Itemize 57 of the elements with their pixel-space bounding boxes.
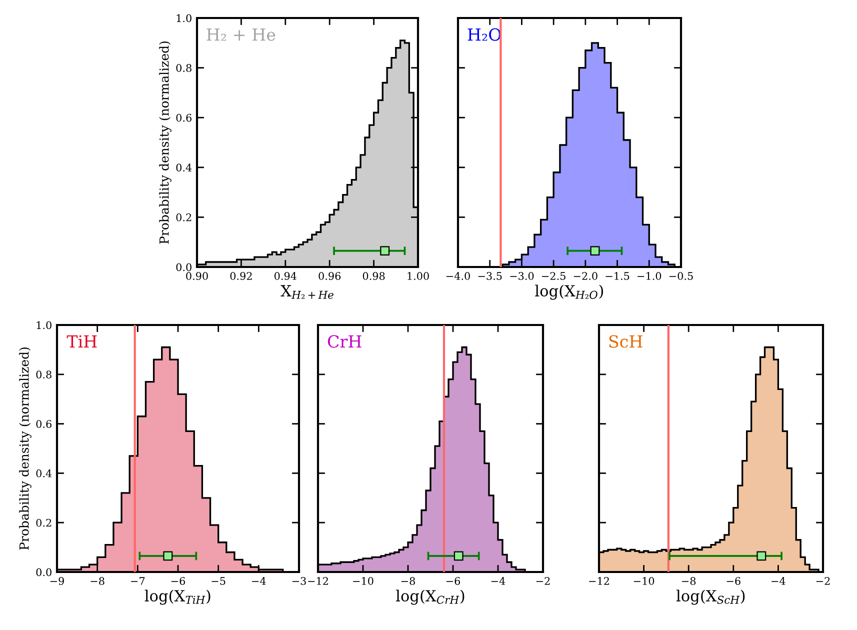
annotation: TiH [66,335,97,348]
x-axis-title: log(X$_{TiH}$) [144,590,210,605]
x-tick-label: −7 [131,577,145,585]
x-tick-label: 1.00 [408,272,429,280]
x-tick-label: −3 [292,577,306,585]
x-tick-label: −10 [634,577,654,585]
x-axis-title: log(X$_{ScH}$) [676,590,745,605]
x-tick-label: −4 [491,577,506,585]
x-tick-label: 0.94 [274,272,296,280]
y-tick-label: 0.2 [36,518,52,527]
x-tick-label: −10 [353,577,374,585]
y-tick-label: 0.8 [176,64,192,72]
x-tick-label: −12 [589,577,609,585]
x-tick-label: −12 [308,577,328,585]
annotation: H₂O [468,28,501,41]
y-tick-label: 1.0 [36,321,52,330]
x-tick-label: −2.0 [574,272,598,280]
x-tick-label: −6 [171,577,186,585]
y-tick-label: 0.4 [176,164,192,172]
x-tick-label: −5 [212,577,226,585]
annotation: H₂ + He [206,28,276,41]
x-tick-label: −3.5 [478,272,502,280]
annotation: ScH [609,335,642,348]
y-tick-label: 0.4 [36,469,52,478]
x-tick-label: 0.98 [362,272,385,280]
y-tick-label: 0.8 [36,370,52,379]
y-tick-label: 0.2 [176,213,192,222]
y-tick-label: 1.0 [176,14,192,22]
x-axis-title: X$_{H₂+He}$ [280,285,334,299]
y-axis-title: Probability density (normalized) [19,348,32,550]
x-tick-label: −8 [682,577,696,585]
y-axis-title: Probability density (normalized) [159,42,172,244]
x-tick-label: −8 [401,577,415,585]
x-tick-label: −2 [816,577,830,585]
x-tick-label: −3.0 [510,272,534,280]
x-tick-label: 0.90 [186,272,208,280]
y-tick-label: 0.6 [176,114,192,122]
x-tick-label: −0.5 [669,272,693,280]
x-tick-label: −4 [772,577,786,585]
x-tick-label: −6 [726,577,740,585]
x-tick-label: −8 [90,577,104,585]
x-tick-label: 0.92 [230,272,252,280]
x-axis-title: log(X$_{H₂O}$) [535,284,604,300]
x-tick-label: −4.0 [446,272,470,280]
x-tick-label: −1.0 [638,272,662,280]
x-tick-label: −1.5 [606,272,630,280]
x-tick-label: −6 [446,577,460,585]
y-tick-label: 0.0 [176,263,192,272]
annotation: CrH [328,335,362,348]
x-tick-label: 0.96 [318,272,341,280]
x-axis-title: log(X$_{CrH}$) [396,590,464,605]
x-tick-label: −9 [50,577,64,585]
x-tick-label: −2 [536,577,550,585]
y-tick-label: 0.0 [36,568,52,576]
x-tick-label: −4 [252,577,266,585]
y-tick-label: 0.6 [36,420,52,428]
x-tick-label: −2.5 [542,272,566,280]
